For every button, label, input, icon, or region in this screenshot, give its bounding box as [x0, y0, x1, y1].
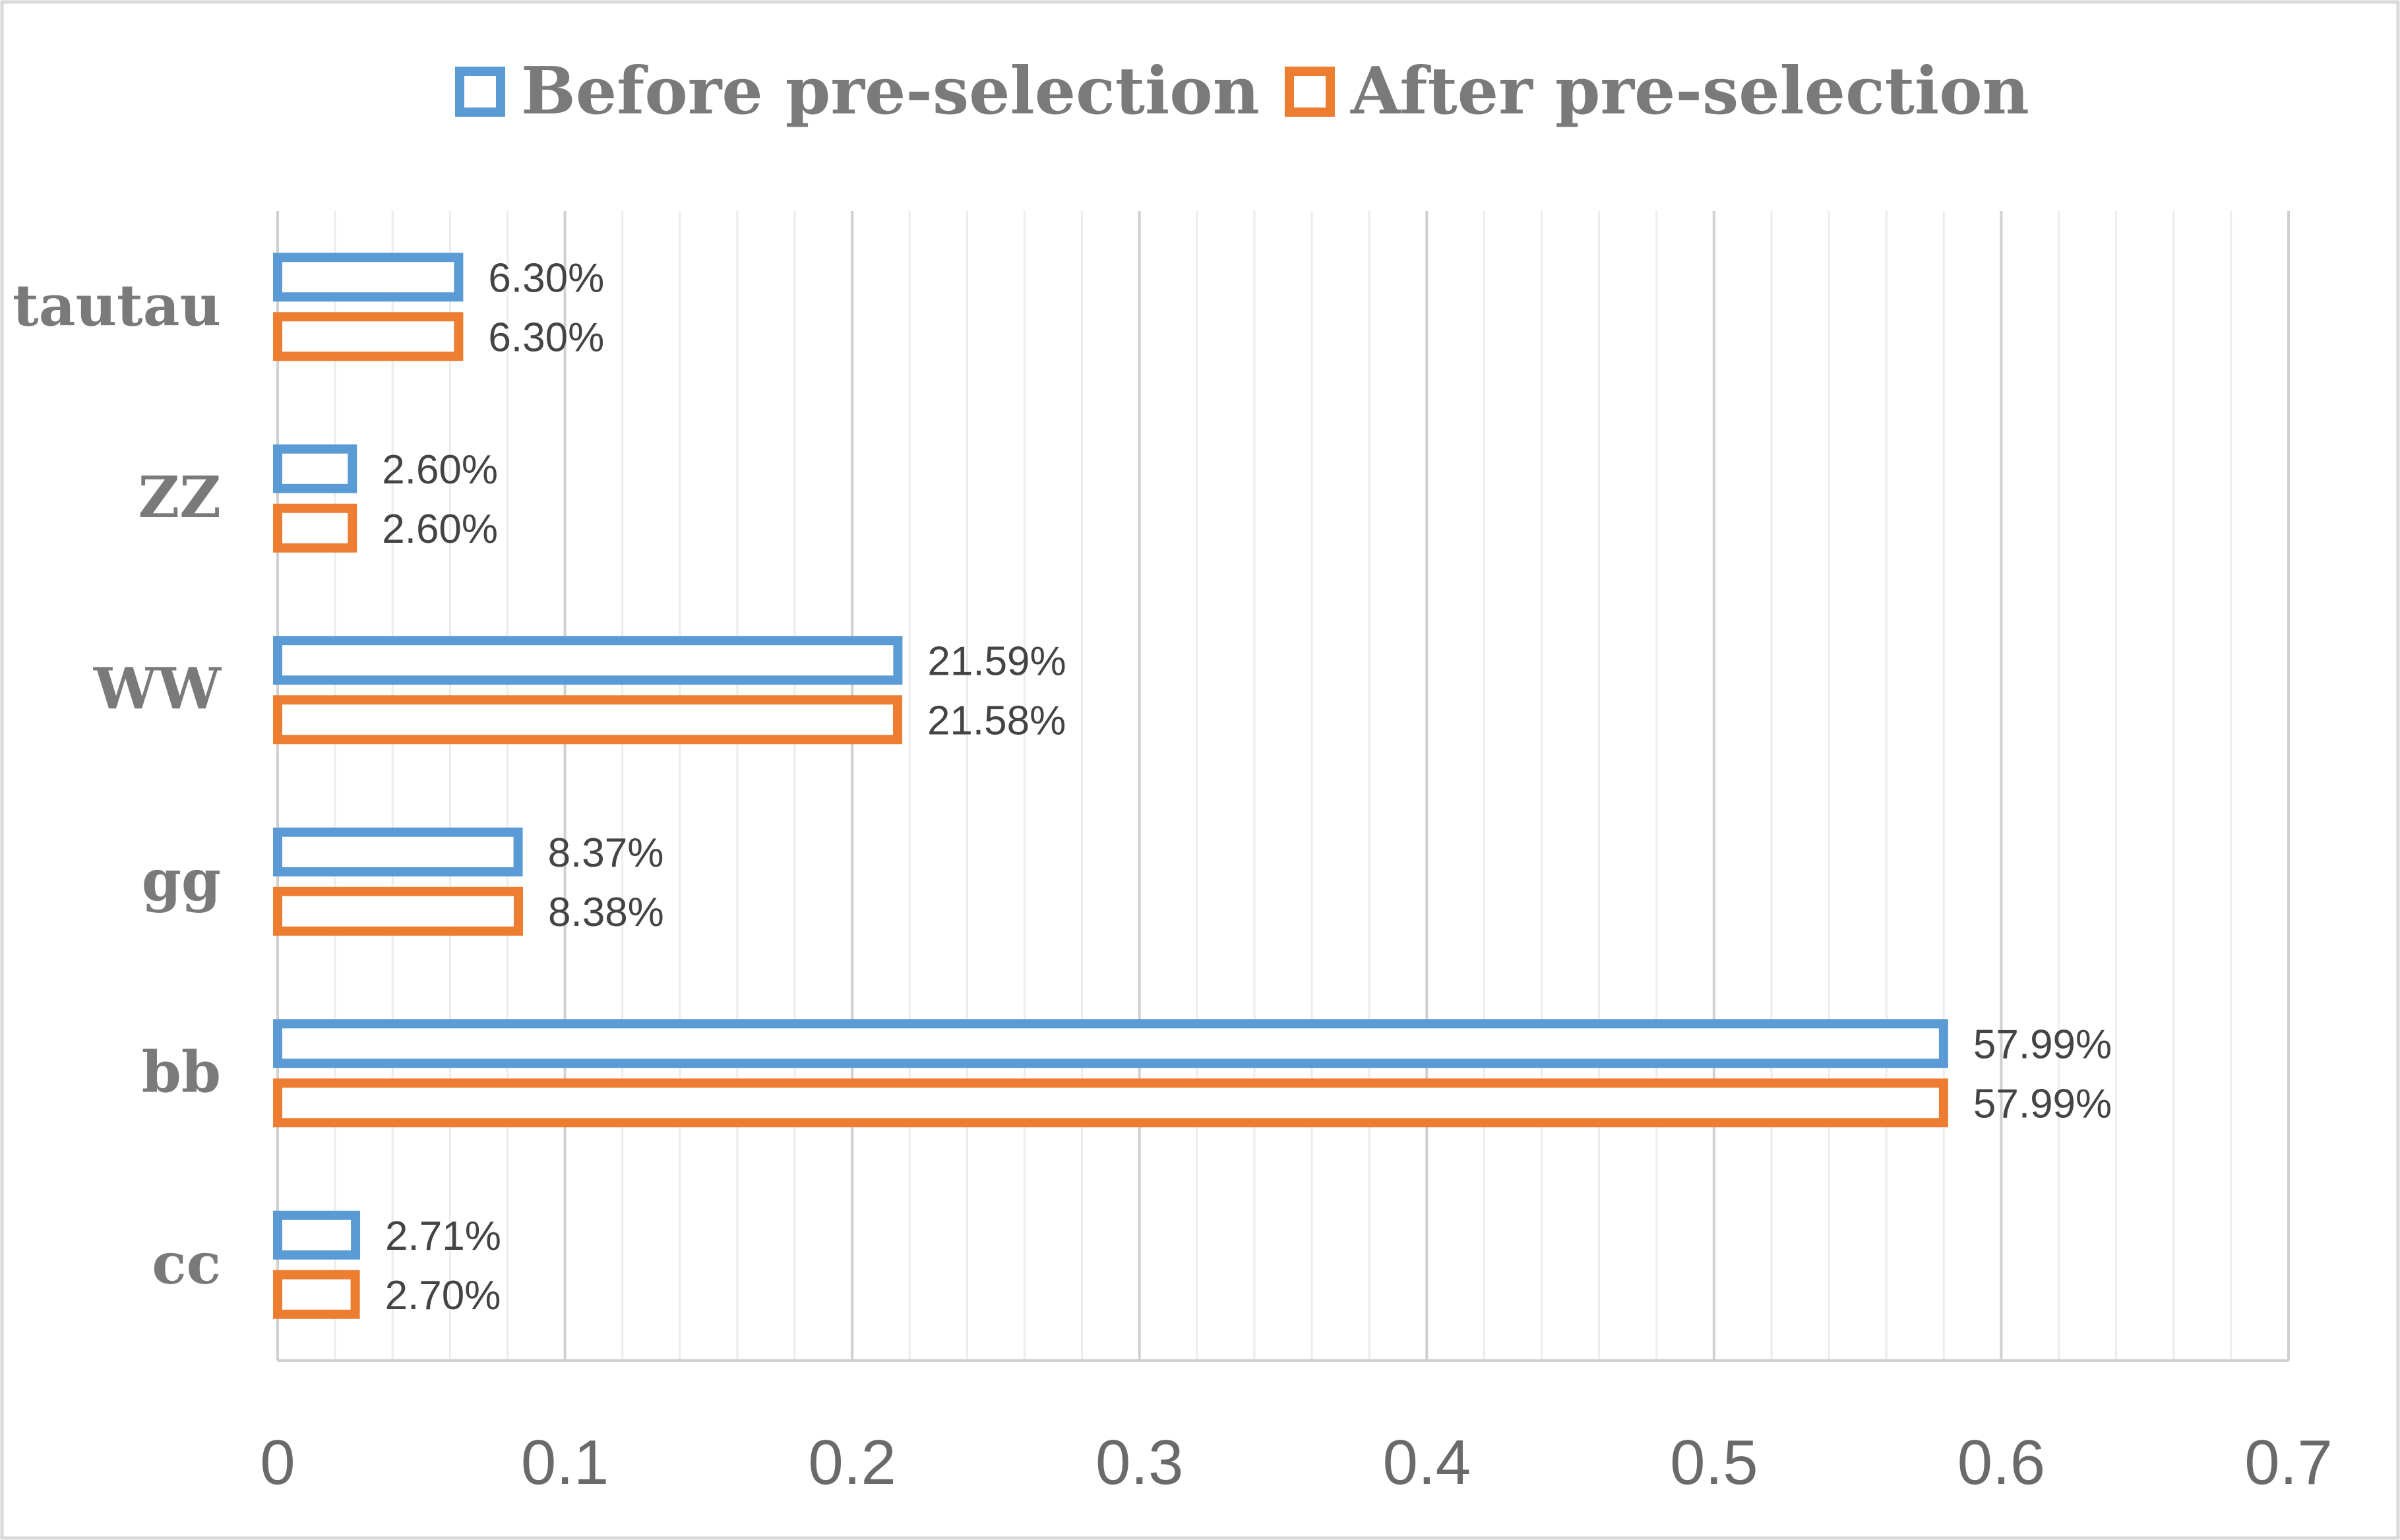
- bar-before-pre-selection-cc: [273, 1210, 361, 1260]
- category-label-gg: gg: [142, 847, 221, 914]
- category-label-zz: ZZ: [138, 464, 221, 531]
- x-tick-label: 0: [260, 1427, 295, 1498]
- bar-after-pre-selection-bb: [273, 1078, 1948, 1128]
- bars: [273, 253, 1948, 1319]
- legend: Before pre-selection After pre-selection: [455, 53, 2029, 129]
- bar-before-pre-selection-ww: [273, 636, 903, 685]
- legend-swatch-before-pre-selection: [455, 67, 505, 117]
- x-tick-label: 0.2: [808, 1427, 896, 1498]
- bar-before-pre-selection-gg: [273, 827, 523, 877]
- category-label-ww: WW: [93, 656, 222, 722]
- category-label-bb: bb: [142, 1039, 221, 1105]
- data-label-after-pre-selection-gg: 8.38%: [548, 890, 664, 935]
- axes: 0 0.1 0.2 0.3 0.4 0.5 0.6 0.7 tautau ZZ WW gg bb cc: [13, 272, 2333, 1498]
- x-tick-label: 0.5: [1670, 1427, 1758, 1498]
- data-label-before-pre-selection-bb: 57.99%: [1973, 1022, 2112, 1067]
- data-label-after-pre-selection-ww: 21.58%: [927, 698, 1066, 743]
- x-tick-label: 0.3: [1095, 1427, 1183, 1498]
- data-label-before-pre-selection-cc: 2.71%: [385, 1214, 501, 1259]
- category-label-cc: cc: [152, 1231, 221, 1297]
- bar-before-pre-selection-bb: [273, 1019, 1948, 1068]
- data-label-after-pre-selection-tautau: 6.30%: [488, 315, 604, 360]
- legend-swatch-after-pre-selection: [1285, 67, 1335, 117]
- bar-after-pre-selection-zz: [273, 503, 357, 553]
- gridlines: [276, 211, 2290, 1361]
- data-label-before-pre-selection-tautau: 6.30%: [488, 255, 604, 301]
- data-label-before-pre-selection-gg: 8.37%: [548, 830, 664, 876]
- bar-after-pre-selection-cc: [273, 1270, 360, 1319]
- x-tick-label: 0.4: [1383, 1427, 1471, 1498]
- legend-label-before-pre-selection: Before pre-selection: [521, 53, 1260, 129]
- data-label-before-pre-selection-zz: 2.60%: [382, 447, 498, 493]
- bar-before-pre-selection-tautau: [273, 253, 464, 302]
- x-tick-label: 0.1: [521, 1427, 609, 1498]
- bar-after-pre-selection-tautau: [273, 312, 464, 361]
- x-tick-label: 0.6: [1957, 1427, 2045, 1498]
- bar-before-pre-selection-zz: [273, 444, 357, 493]
- data-label-after-pre-selection-cc: 2.70%: [385, 1273, 501, 1318]
- data-label-before-pre-selection-ww: 21.59%: [927, 638, 1066, 684]
- legend-label-after-pre-selection: After pre-selection: [1350, 53, 2029, 129]
- x-tick-label: 0.7: [2244, 1427, 2332, 1498]
- data-labels: 6.30% 6.30% 2.60% 2.60% 21.59% 21.58% 8.37% 8.3…: [382, 255, 2112, 1318]
- category-label-tautau: tautau: [13, 272, 221, 339]
- bar-after-pre-selection-ww: [273, 695, 902, 745]
- data-label-after-pre-selection-bb: 57.99%: [1973, 1081, 2112, 1126]
- data-label-after-pre-selection-zz: 2.60%: [382, 507, 498, 552]
- bar-after-pre-selection-gg: [273, 886, 524, 936]
